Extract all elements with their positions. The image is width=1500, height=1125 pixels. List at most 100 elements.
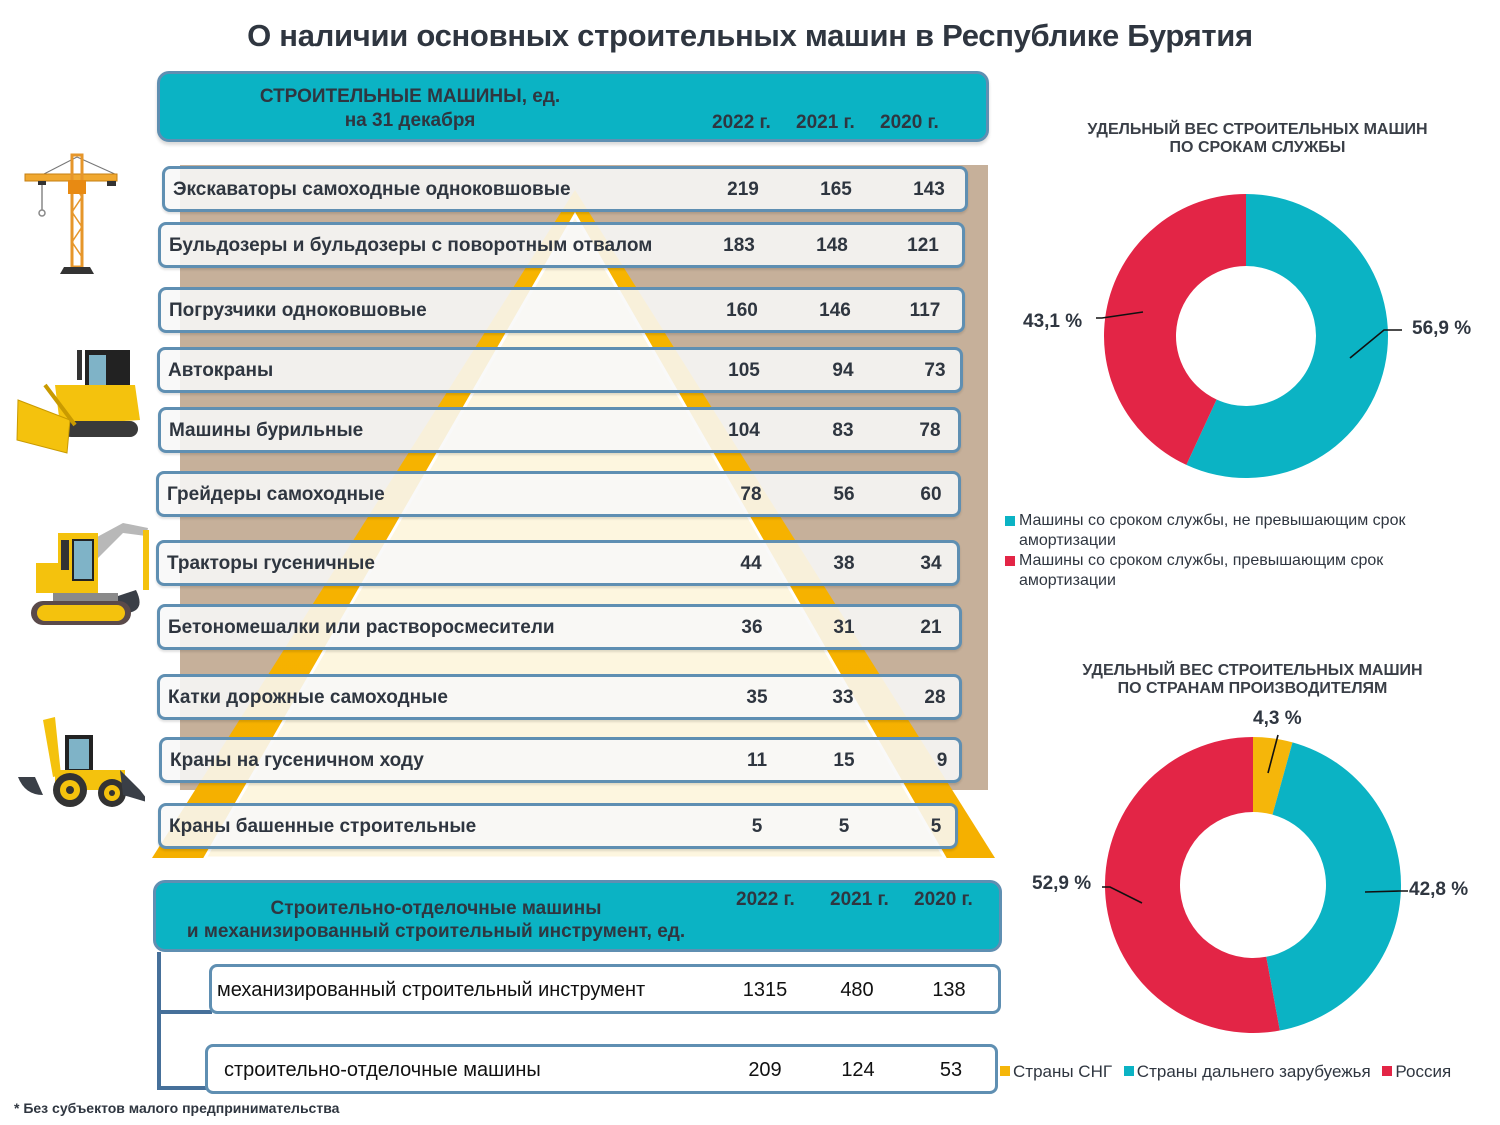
chart2-label-cis: 4,3 % xyxy=(1253,708,1302,729)
value-2020: 78 xyxy=(919,420,941,441)
chart2-legend: Страны СНГ Страны дальнего зарубуежья Ро… xyxy=(1000,1062,1458,1082)
value-2020: 73 xyxy=(924,360,946,381)
chart1-legend: Машины со сроком службы, не превышающим … xyxy=(1005,511,1475,591)
main-table-title: СТРОИТЕЛЬНЫЕ МАШИНЫ, ед. на 31 декабря xyxy=(160,85,660,133)
value-2021: 165 xyxy=(820,179,852,200)
main-table-row: Катки дорожные самоходные 35 33 28 xyxy=(157,674,962,720)
main-table-row: Краны на гусеничном ходу 11 15 9 xyxy=(159,737,962,783)
main-table-row: Погрузчики одноковшовые 160 146 117 xyxy=(158,287,965,333)
page-title: О наличии основных строительных машин в … xyxy=(247,18,1253,53)
row-label: Погрузчики одноковшовые xyxy=(169,300,427,321)
legend-swatch-teal xyxy=(1123,1066,1134,1076)
excavator-icon xyxy=(31,523,149,625)
main-table-row: Грейдеры самоходные 78 56 60 xyxy=(156,471,961,517)
row-label: Краны на гусеничном ходу xyxy=(170,750,424,771)
second-table-header: Строительно-отделочные машины и механизи… xyxy=(153,880,1002,952)
value-2020: 34 xyxy=(920,553,942,574)
legend-item-russia: Россия xyxy=(1382,1062,1451,1081)
donut-slice-2 xyxy=(1105,737,1280,1033)
bracket-connector-2 xyxy=(157,1086,212,1090)
row-label: механизированный строительный инструмент xyxy=(217,979,646,1001)
bracket-connector-1 xyxy=(157,1010,212,1014)
value-2021: 94 xyxy=(832,360,854,381)
chart2-title-line1: УДЕЛЬНЫЙ ВЕС СТРОИТЕЛЬНЫХ МАШИН xyxy=(1082,662,1423,679)
row-label: Автокраны xyxy=(168,360,274,381)
value-2021: 31 xyxy=(833,617,855,638)
legend-item-cis: Страны СНГ xyxy=(1000,1062,1112,1081)
main-table-row: Автокраны 105 94 73 xyxy=(157,347,963,393)
legend-label: Страны СНГ xyxy=(1013,1062,1113,1081)
row-label: Грейдеры самоходные xyxy=(167,484,385,505)
row-label: Экскаваторы самоходные одноковшовые xyxy=(173,179,571,200)
legend-swatch-teal xyxy=(1005,516,1015,526)
donut-slice-0 xyxy=(1186,194,1388,478)
donut-slice-1 xyxy=(1104,194,1246,465)
value-2022: 209 xyxy=(748,1059,782,1081)
value-2020: 138 xyxy=(932,979,966,1001)
chart1-title: УДЕЛЬНЫЙ ВЕС СТРОИТЕЛЬНЫХ МАШИН ПО СРОКА… xyxy=(1040,121,1475,157)
value-2022: 44 xyxy=(740,553,762,574)
chart2-title-line2: ПО СТРАНАМ ПРОИЗВОДИТЕЛЯМ xyxy=(1117,680,1388,697)
main-table-title-line2: на 31 декабря xyxy=(344,110,476,131)
row-label: Машины бурильные xyxy=(169,420,364,441)
value-2022: 1315 xyxy=(742,979,788,1001)
chart2-label-russia: 52,9 % xyxy=(1032,873,1092,894)
main-table-row: Бетономешалки или растворосмесители 36 31 2… xyxy=(157,604,962,650)
value-2021: 56 xyxy=(833,484,855,505)
value-2022: 105 xyxy=(728,360,760,381)
year-2022-header: 2022 г. xyxy=(712,112,771,133)
tower-crane-icon xyxy=(24,153,118,274)
main-table-row: Машины бурильные 104 83 78 xyxy=(158,407,961,453)
donut-slice-0 xyxy=(1253,737,1293,815)
chart1-label-red: 43,1 % xyxy=(1023,311,1083,332)
bulldozer-icon xyxy=(16,350,140,454)
value-2021: 148 xyxy=(816,235,848,256)
value-2020: 53 xyxy=(939,1059,963,1081)
value-2022: 104 xyxy=(728,420,760,441)
value-2021: 15 xyxy=(833,750,855,771)
legend-item-exceeding: Машины со сроком службы, превышающим сро… xyxy=(1005,551,1475,591)
main-table-row: Тракторы гусеничные 44 38 34 xyxy=(156,540,960,586)
year-2021-header: 2021 г. xyxy=(796,112,855,133)
chart1-donut xyxy=(1096,194,1402,478)
legend-swatch-red xyxy=(1005,556,1015,566)
main-table-row: Экскаваторы самоходные одноковшовые 219 16… xyxy=(162,166,968,212)
value-2021: 146 xyxy=(819,300,851,321)
second-table-row: строительно-отделочные машины 209 124 53 xyxy=(205,1044,998,1094)
value-2021: 480 xyxy=(840,979,874,1001)
year-2021-header-2: 2021 г. xyxy=(830,889,889,910)
value-2021: 5 xyxy=(838,816,850,837)
legend-label: Страны дальнего зарубуежья xyxy=(1136,1062,1371,1081)
donut-slice-1 xyxy=(1266,742,1401,1031)
footnote: * Без субъектов малого предпринимательст… xyxy=(14,1100,340,1116)
main-table-header: СТРОИТЕЛЬНЫЕ МАШИНЫ, ед. на 31 декабря 2… xyxy=(157,71,989,142)
legend-item-not-exceeding: Машины со сроком службы, не превышающим … xyxy=(1005,511,1475,551)
year-2020-header: 2020 г. xyxy=(880,112,939,133)
value-2022: 35 xyxy=(746,687,768,708)
legend-swatch-red xyxy=(1382,1066,1393,1076)
chart1-title-line2: ПО СРОКАМ СЛУЖБЫ xyxy=(1169,139,1346,156)
bracket-connector-vertical xyxy=(157,952,161,1090)
main-table-row: Бульдозеры и бульдозеры с поворотным отв… xyxy=(158,222,965,268)
legend-swatch-yellow xyxy=(1000,1066,1010,1076)
value-2020: 5 xyxy=(930,816,942,837)
value-2020: 143 xyxy=(913,179,945,200)
row-label: Бульдозеры и бульдозеры с поворотным отв… xyxy=(169,235,653,256)
chart1-title-line1: УДЕЛЬНЫЙ ВЕС СТРОИТЕЛЬНЫХ МАШИН xyxy=(1087,121,1428,138)
row-label: Тракторы гусеничные xyxy=(167,553,375,574)
value-2021: 33 xyxy=(832,687,854,708)
main-table-title-line1: СТРОИТЕЛЬНЫЕ МАШИНЫ, ед. xyxy=(259,86,561,107)
value-2022: 78 xyxy=(740,484,762,505)
value-2021: 124 xyxy=(841,1059,875,1081)
second-table-title: Строительно-отделочные машины и механизи… xyxy=(156,897,716,943)
value-2021: 38 xyxy=(833,553,855,574)
value-2020: 28 xyxy=(924,687,946,708)
legend-label: Россия xyxy=(1395,1062,1452,1081)
leader-line-1 xyxy=(1364,890,1408,893)
value-2022: 5 xyxy=(751,816,763,837)
value-2020: 21 xyxy=(920,617,942,638)
year-2022-header-2: 2022 г. xyxy=(736,889,795,910)
second-table-title-line1: Строительно-отделочные машины xyxy=(270,898,602,919)
chart2-label-foreign: 42,8 % xyxy=(1409,879,1469,900)
row-label: Бетономешалки или растворосмесители xyxy=(168,617,555,638)
